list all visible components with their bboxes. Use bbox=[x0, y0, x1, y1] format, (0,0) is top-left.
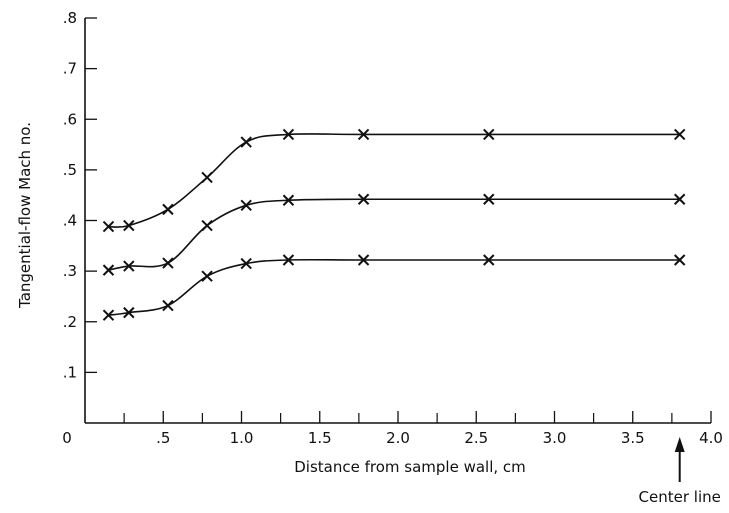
data-point bbox=[483, 254, 495, 266]
data-point bbox=[162, 299, 174, 312]
x-tick-label: 2.5 bbox=[464, 429, 488, 447]
data-point bbox=[240, 136, 252, 148]
center-line-label: Center line bbox=[639, 488, 721, 506]
data-point bbox=[357, 254, 370, 266]
data-point bbox=[162, 257, 174, 269]
data-point bbox=[201, 171, 213, 184]
data-point bbox=[673, 128, 686, 141]
x-tick-label: 1.5 bbox=[308, 429, 332, 447]
center-line-arrow-head bbox=[674, 437, 685, 452]
data-point bbox=[357, 193, 370, 205]
data-point bbox=[102, 264, 115, 276]
y-tick-label: .2 bbox=[63, 313, 77, 331]
data-point bbox=[483, 193, 495, 205]
y-tick-label: .8 bbox=[63, 9, 77, 27]
series-line bbox=[108, 133, 680, 228]
x-tick-label: 3.5 bbox=[621, 429, 645, 447]
x-tick-label: 2.0 bbox=[386, 429, 410, 447]
data-point bbox=[123, 219, 135, 232]
data-point bbox=[102, 309, 115, 321]
data-point bbox=[357, 128, 370, 141]
x-tick-label: 0 bbox=[62, 429, 72, 447]
x-tick-label: .5 bbox=[156, 429, 170, 447]
data-point bbox=[282, 254, 295, 266]
data-point bbox=[483, 128, 495, 141]
y-tick-label: .7 bbox=[63, 60, 77, 78]
plot-area: 0 .5 1.0 1.5 2.0 2.5 3.0 3.5 4.0 .1 .2 .3 .4 .5 .6 .7 .8 bbox=[62, 9, 723, 482]
x-axis-label: Distance from sample wall, cm bbox=[294, 458, 526, 476]
y-axis-label: Tangential-flow Mach no. bbox=[16, 122, 34, 309]
x-tick-label: 3.0 bbox=[543, 429, 567, 447]
data-point bbox=[240, 257, 252, 270]
data-point bbox=[282, 128, 295, 141]
data-point bbox=[162, 203, 174, 216]
series-line bbox=[108, 258, 680, 316]
y-tick-label: .3 bbox=[63, 262, 77, 280]
y-tick-label: .6 bbox=[63, 110, 77, 128]
y-tick-label: .5 bbox=[63, 161, 77, 179]
x-tick-label: 4.0 bbox=[699, 429, 723, 447]
data-point bbox=[123, 260, 135, 272]
data-point bbox=[123, 306, 135, 319]
data-point bbox=[673, 254, 686, 266]
x-tick-label: 1.0 bbox=[230, 429, 254, 447]
data-point bbox=[201, 219, 213, 232]
y-tick-label: .4 bbox=[63, 212, 77, 230]
data-point bbox=[240, 199, 252, 212]
y-tick-label: .1 bbox=[63, 363, 77, 381]
data-point bbox=[673, 193, 686, 205]
data-point bbox=[102, 220, 115, 233]
data-point bbox=[282, 194, 295, 206]
data-point bbox=[201, 270, 213, 282]
